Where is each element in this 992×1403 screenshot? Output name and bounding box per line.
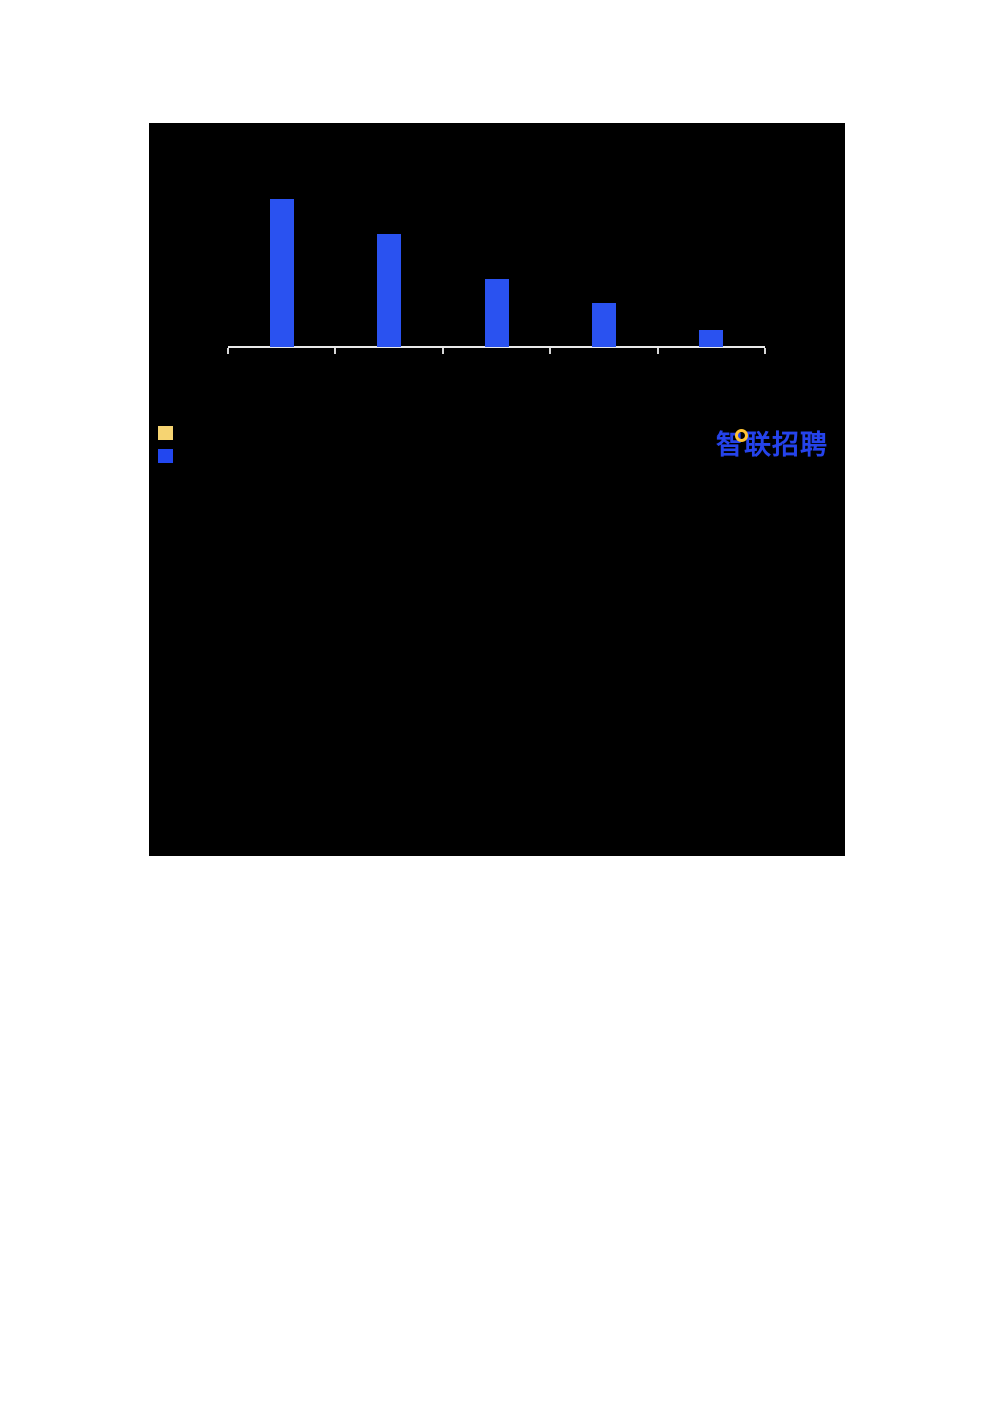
x-axis-line <box>228 346 765 348</box>
bar <box>484 279 509 347</box>
bar <box>377 234 402 347</box>
x-axis-tick <box>549 348 552 354</box>
chart-card: 智联招聘 <box>149 123 845 856</box>
x-axis-tick <box>441 348 444 354</box>
logo-text: 智联招聘 <box>716 430 828 460</box>
legend-item <box>158 449 181 463</box>
bar <box>269 199 294 347</box>
bar <box>699 330 724 347</box>
legend-item <box>158 426 181 440</box>
legend-swatch-blue <box>158 449 173 463</box>
legend-swatch-yellow <box>158 426 173 440</box>
x-axis-tick <box>656 348 659 354</box>
zhaopin-logo: 智联招聘 <box>716 429 842 461</box>
x-axis-tick <box>334 348 337 354</box>
bar-chart <box>149 123 845 856</box>
logo-dot-icon <box>735 429 748 442</box>
x-axis-tick <box>764 348 766 354</box>
bar <box>591 303 616 347</box>
legend <box>158 426 181 463</box>
x-axis-tick <box>227 348 229 354</box>
